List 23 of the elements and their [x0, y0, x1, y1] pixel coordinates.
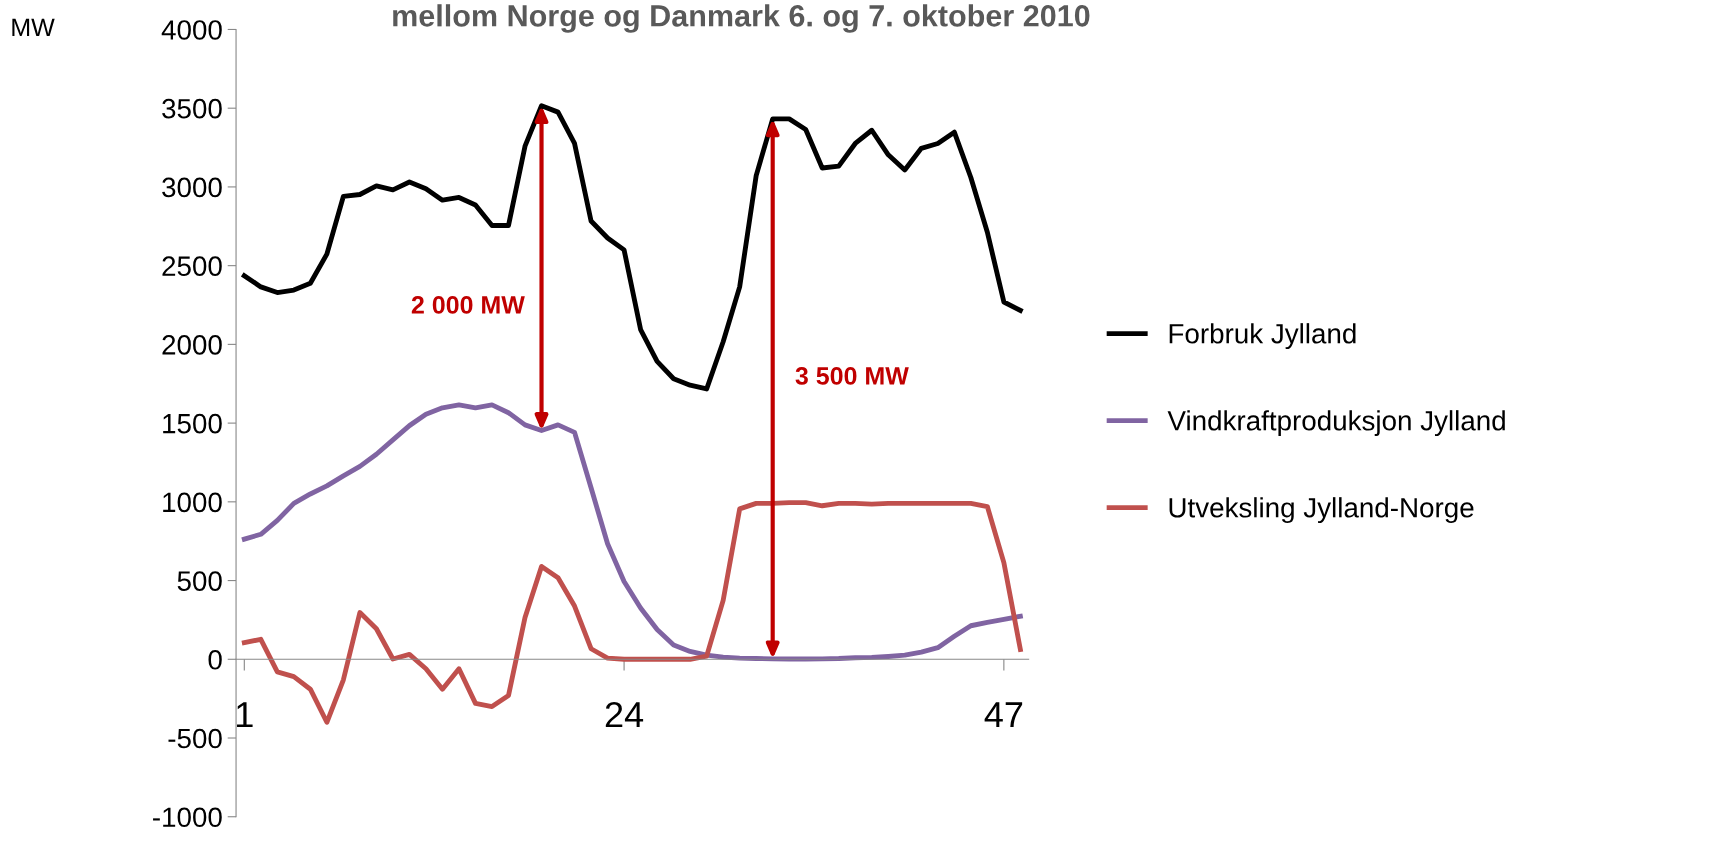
y-tick-label: 2000: [162, 335, 222, 355]
y-tick-label: -500: [168, 728, 222, 749]
y-tick-label: 500: [177, 571, 222, 591]
legend-label: Forbruk Jylland: [1169, 323, 1356, 350]
y-axis-title: MW: [12, 18, 55, 36]
y-tick-label: 1000: [163, 492, 222, 513]
y-tick-label: 0: [208, 649, 222, 670]
legend-label: Utveksling Jylland-Norge: [1169, 497, 1474, 524]
chart-title: mellom Norge og Danmark 6. og 7. oktober 2010: [393, 4, 1090, 33]
line-series: [241, 103, 1023, 392]
y-tick-label: 1500: [163, 413, 222, 434]
annotation: 3 500 MW: [795, 367, 909, 385]
x-tick-label: 47: [984, 702, 1023, 728]
y-tick-label: -1000: [153, 807, 222, 828]
y-tick-label: 3000: [162, 177, 222, 198]
y-tick-label: 4000: [161, 20, 222, 40]
x-tick-label: 1: [237, 702, 253, 728]
line-series: [241, 402, 1023, 662]
legend-label: Vindkraftproduksjon Jylland: [1167, 410, 1505, 437]
y-tick-label: 2500: [162, 256, 222, 276]
annotation: 2 000 MW: [411, 296, 525, 314]
y-tick-label: 3500: [162, 98, 222, 119]
x-tick-label: 24: [605, 701, 644, 728]
